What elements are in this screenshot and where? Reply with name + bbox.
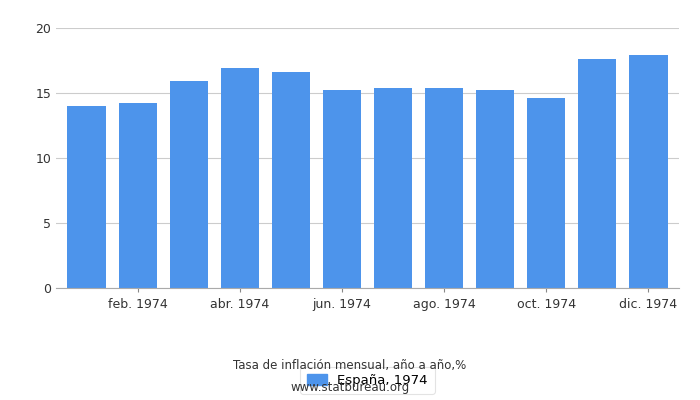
Legend: España, 1974: España, 1974 bbox=[300, 367, 435, 394]
Bar bbox=[578, 59, 617, 288]
Bar bbox=[169, 81, 208, 288]
Bar bbox=[374, 88, 412, 288]
Text: www.statbureau.org: www.statbureau.org bbox=[290, 382, 410, 394]
Bar bbox=[629, 55, 668, 288]
Bar bbox=[476, 90, 514, 288]
Bar bbox=[527, 98, 566, 288]
Bar bbox=[67, 106, 106, 288]
Bar bbox=[220, 68, 259, 288]
Bar bbox=[425, 88, 463, 288]
Bar bbox=[272, 72, 310, 288]
Text: Tasa de inflación mensual, año a año,%: Tasa de inflación mensual, año a año,% bbox=[233, 360, 467, 372]
Bar bbox=[118, 103, 157, 288]
Bar bbox=[323, 90, 361, 288]
